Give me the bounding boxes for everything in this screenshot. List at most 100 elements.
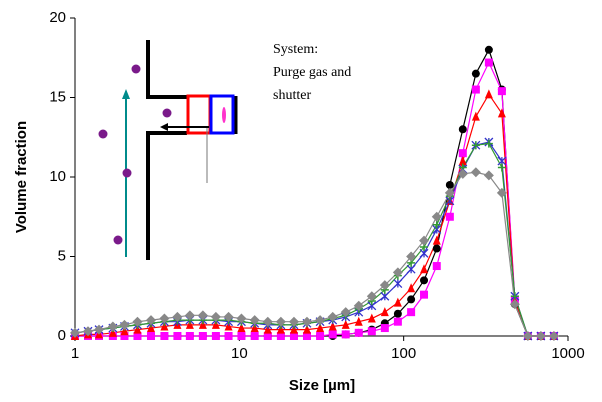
point <box>484 58 493 67</box>
point <box>133 332 142 340</box>
point <box>328 321 337 331</box>
point <box>120 326 129 336</box>
point <box>431 211 442 222</box>
arrow-head <box>160 123 168 131</box>
particle-dot <box>113 235 123 245</box>
x-axis-label: Size [µm] <box>289 377 355 394</box>
y-tick-label: 5 <box>58 247 66 264</box>
point <box>484 45 493 54</box>
point <box>184 310 195 321</box>
point <box>328 330 337 339</box>
point <box>393 309 402 318</box>
point <box>120 332 129 340</box>
point <box>445 180 454 189</box>
point <box>197 310 208 321</box>
point <box>393 317 402 326</box>
point <box>432 262 441 271</box>
point <box>471 111 480 121</box>
point <box>458 125 467 134</box>
point <box>535 331 546 341</box>
y-tick-label: 10 <box>49 168 66 185</box>
point <box>457 168 468 179</box>
point <box>316 332 325 340</box>
point <box>444 187 455 198</box>
point <box>108 327 117 337</box>
series <box>74 93 554 337</box>
point <box>497 87 506 96</box>
point <box>250 323 259 333</box>
y-tick-label: 15 <box>49 88 66 105</box>
point <box>262 316 273 327</box>
point <box>353 300 364 311</box>
point <box>289 324 298 334</box>
point <box>198 319 207 329</box>
point <box>276 332 285 340</box>
point <box>275 316 286 327</box>
particle-dot <box>162 108 172 118</box>
point <box>522 331 533 341</box>
wall <box>146 131 187 260</box>
point <box>420 264 429 274</box>
point <box>173 332 182 340</box>
point <box>160 321 169 331</box>
point <box>340 307 351 318</box>
arrow-head <box>122 89 130 99</box>
point <box>445 212 454 221</box>
point <box>496 187 507 198</box>
point <box>470 167 481 178</box>
point <box>132 316 143 327</box>
point <box>483 170 494 181</box>
point <box>145 315 156 326</box>
point <box>302 332 311 340</box>
point <box>236 313 247 324</box>
particle-dot <box>122 168 132 178</box>
point <box>107 321 118 332</box>
point <box>407 283 416 293</box>
x-tick-label: 1 <box>71 345 79 362</box>
wall <box>146 40 187 99</box>
point <box>392 267 403 278</box>
point <box>510 292 519 301</box>
point <box>458 156 467 166</box>
point <box>354 328 363 337</box>
point <box>327 311 338 322</box>
annotation: shutter <box>273 88 311 103</box>
blue-box <box>209 94 235 135</box>
point <box>497 108 506 118</box>
point <box>172 311 183 322</box>
point <box>249 315 260 326</box>
annotation: Purge gas and <box>273 65 351 80</box>
point <box>302 324 311 334</box>
point <box>94 324 105 335</box>
annotation: System: <box>273 42 318 57</box>
y-axis-label: Volume fraction <box>13 121 30 233</box>
point <box>224 332 233 340</box>
point <box>484 89 493 99</box>
y-tick-label: 20 <box>49 9 66 26</box>
point <box>160 332 169 340</box>
point <box>316 323 325 333</box>
x-tick-label: 1000 <box>551 345 584 362</box>
point <box>367 327 376 336</box>
point <box>548 331 559 341</box>
point <box>223 311 234 322</box>
point <box>276 324 285 334</box>
point <box>237 332 246 340</box>
point <box>484 139 493 148</box>
point <box>146 332 155 340</box>
point <box>211 332 220 340</box>
y-tick-label: 0 <box>58 327 66 344</box>
point <box>289 332 298 340</box>
point <box>407 308 416 317</box>
point <box>380 307 389 317</box>
point <box>315 315 326 326</box>
point <box>237 323 246 333</box>
point <box>341 319 350 329</box>
point <box>420 290 429 299</box>
point <box>224 321 233 331</box>
point <box>263 324 272 334</box>
particle <box>222 107 226 123</box>
point <box>420 276 429 285</box>
point <box>211 319 220 329</box>
point <box>471 141 480 150</box>
